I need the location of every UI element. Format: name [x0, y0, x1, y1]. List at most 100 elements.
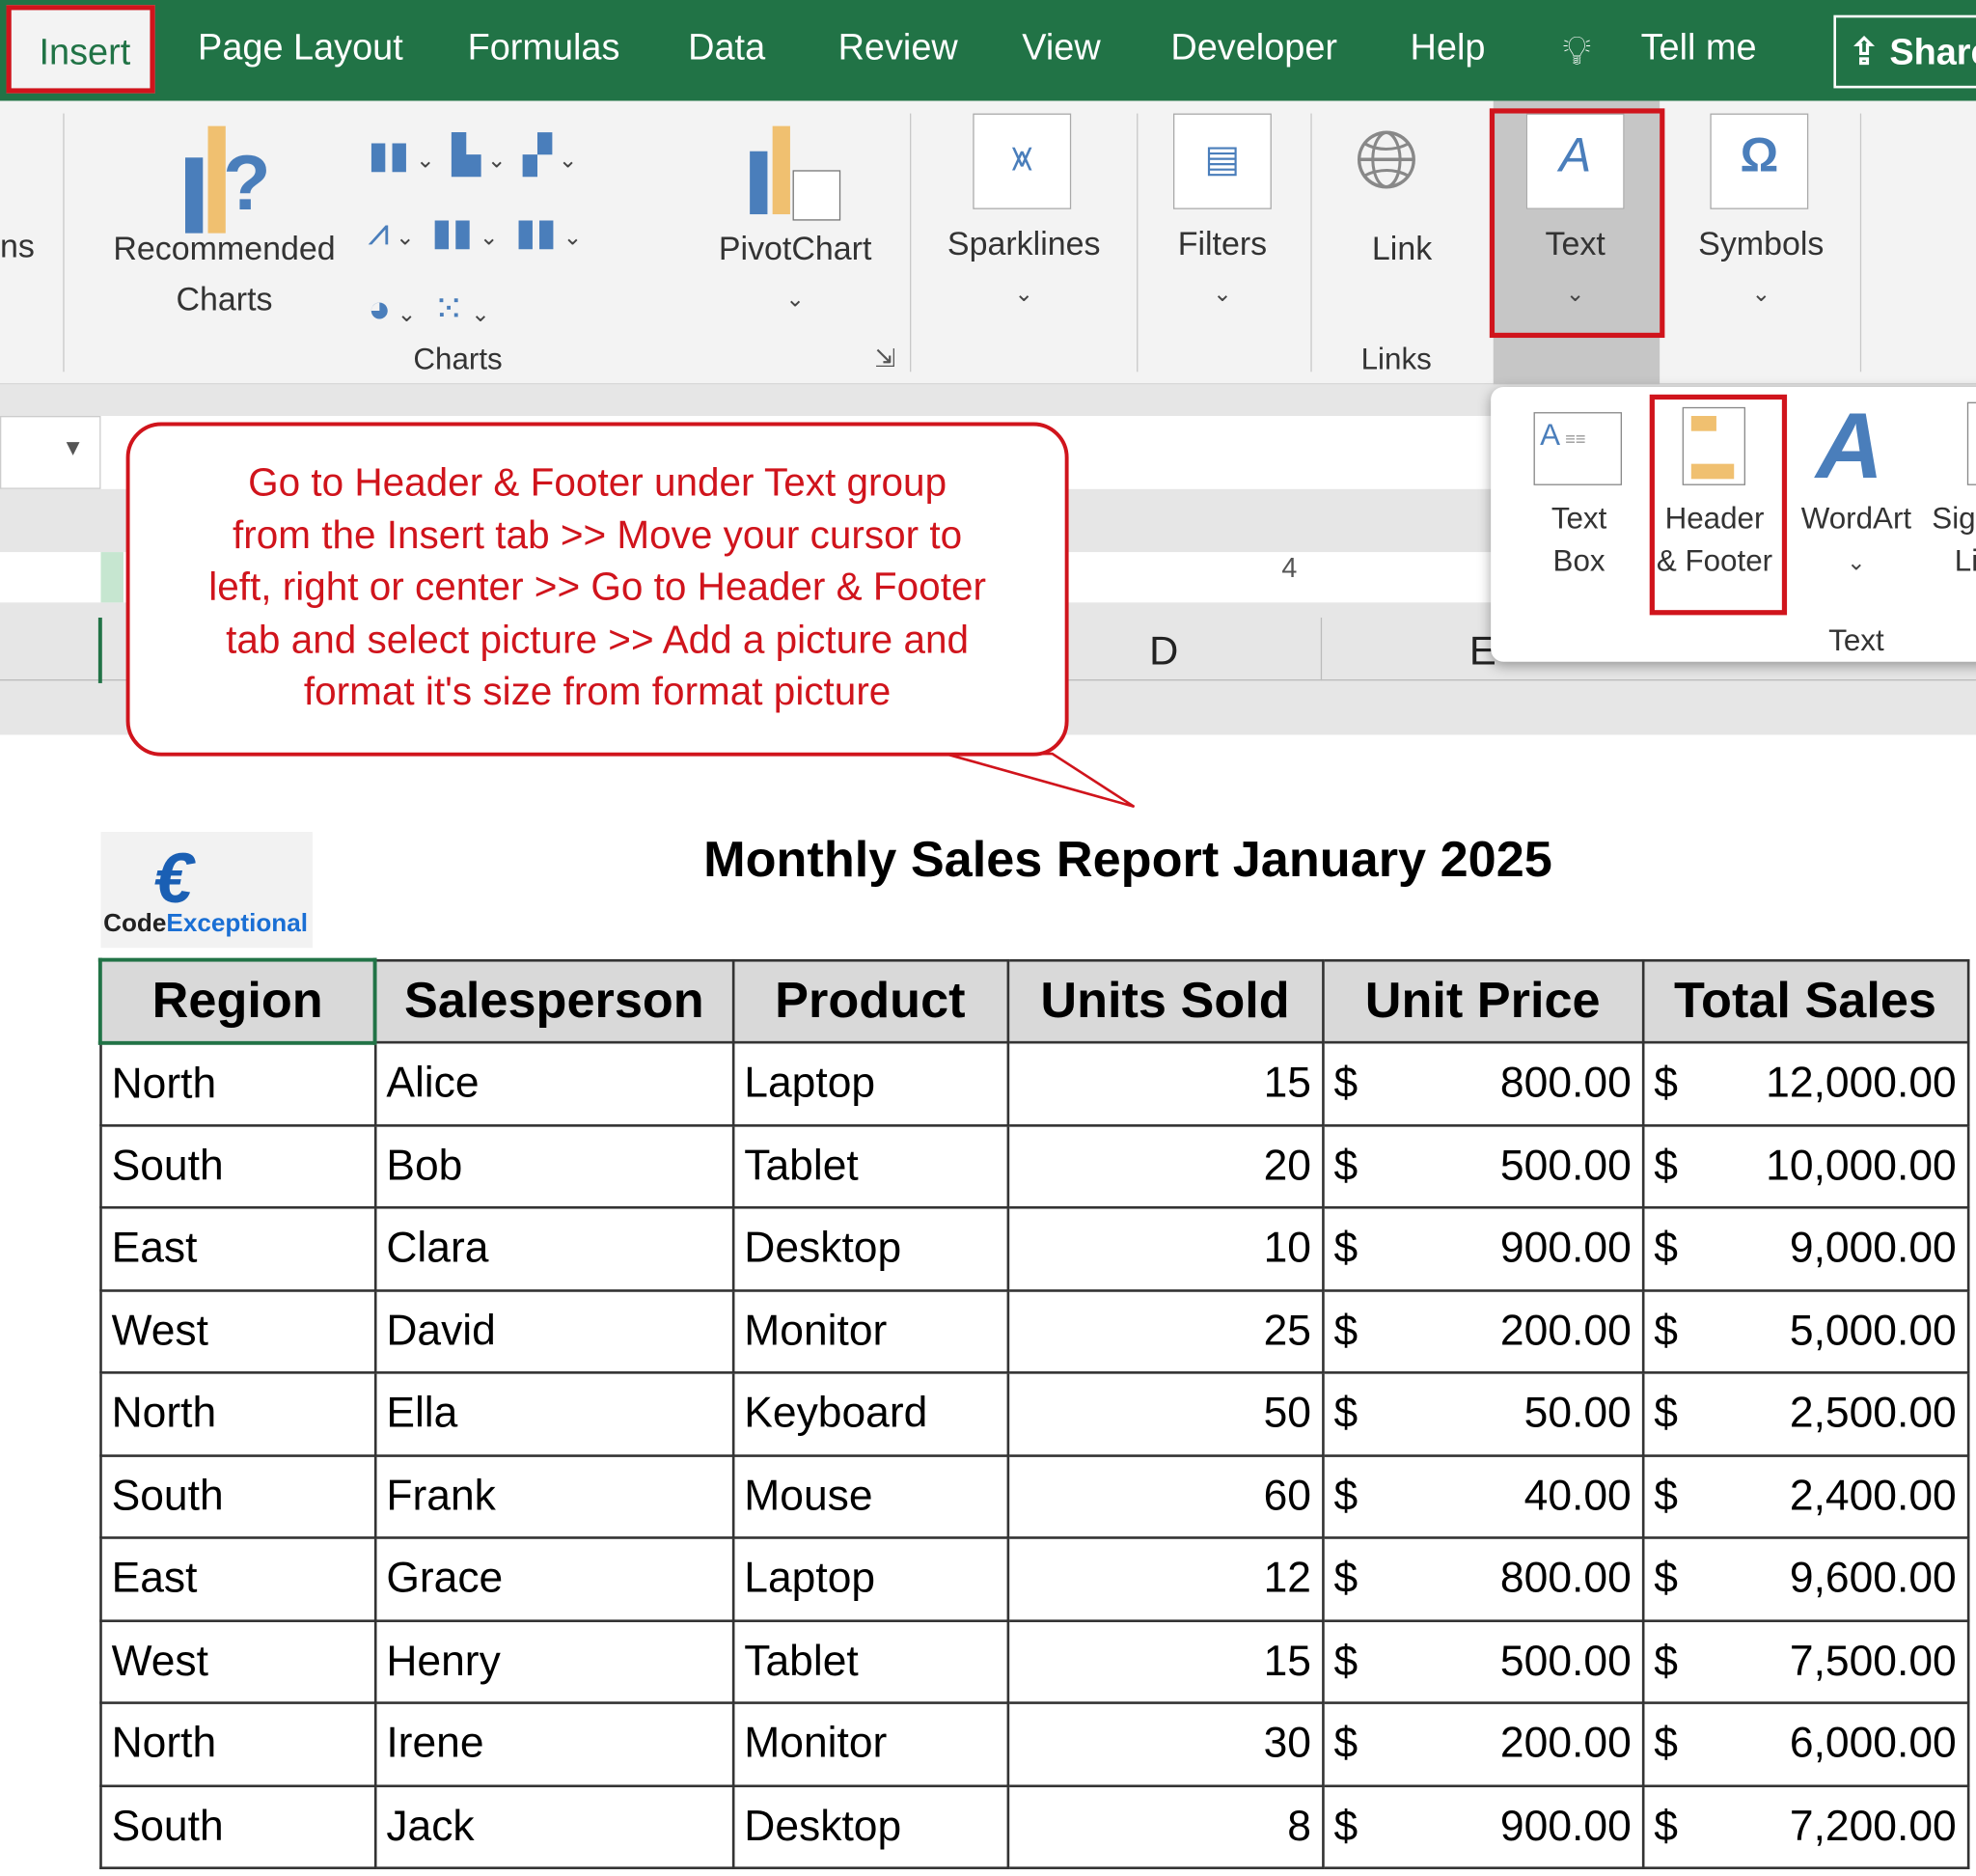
table-cell[interactable]: $7,500.00 — [1641, 1618, 1969, 1704]
table-cell[interactable]: $500.00 — [1321, 1123, 1644, 1209]
table-cell[interactable]: Monitor — [731, 1288, 1009, 1374]
tab-formulas[interactable]: Formulas — [467, 27, 620, 69]
table-cell[interactable]: $200.00 — [1321, 1288, 1644, 1374]
table-cell[interactable]: $10,000.00 — [1641, 1123, 1969, 1209]
tab-review[interactable]: Review — [837, 27, 958, 69]
table-cell[interactable]: David — [373, 1288, 734, 1374]
chart-type-buttons[interactable]: ▮▮ ⌄ ▙ ⌄ ▞ ⌄ ⩘ ⌄ ▮▮ ⌄ ▮▮ ⌄ ◕ ⌄ ⁙ ⌄ — [368, 134, 583, 331]
table-cell[interactable]: 50 — [1005, 1371, 1325, 1457]
table-cell[interactable]: Ella — [373, 1371, 734, 1457]
table-cell[interactable]: $800.00 — [1321, 1040, 1644, 1127]
table-cell[interactable]: Henry — [373, 1618, 734, 1704]
table-cell[interactable]: $200.00 — [1321, 1701, 1644, 1787]
table-cell[interactable]: 20 — [1005, 1123, 1325, 1209]
table-cell[interactable]: Bob — [373, 1123, 734, 1209]
table-cell[interactable]: Desktop — [731, 1205, 1009, 1292]
signature-line-button[interactable]: Sig Li — [1932, 501, 1976, 579]
table-cell[interactable]: Tablet — [731, 1618, 1009, 1704]
table-cell[interactable]: Desktop — [731, 1783, 1009, 1869]
table-cell[interactable]: North — [98, 1040, 376, 1127]
table-cell[interactable]: Jack — [373, 1783, 734, 1869]
header-footer-button[interactable]: Header & Footer — [1656, 501, 1773, 579]
table-cell[interactable]: $800.00 — [1321, 1536, 1644, 1622]
share-button[interactable]: ⇪ Share — [1833, 14, 1976, 89]
dropdown-arrow-icon[interactable]: ▼ — [61, 434, 85, 460]
recommended-charts-button[interactable]: Recommended Charts — [113, 229, 336, 318]
recommended-charts-icon: ? — [182, 125, 273, 234]
table-cell[interactable]: 10 — [1005, 1205, 1325, 1292]
table-cell[interactable]: 60 — [1005, 1453, 1325, 1539]
table-cell[interactable]: Irene — [373, 1701, 734, 1787]
table-cell[interactable]: East — [98, 1536, 376, 1622]
tab-data[interactable]: Data — [688, 27, 766, 69]
table-cell[interactable]: 30 — [1005, 1701, 1325, 1787]
table-cell[interactable]: West — [98, 1288, 376, 1374]
table-cell[interactable]: Alice — [373, 1040, 734, 1127]
tab-developer[interactable]: Developer — [1170, 27, 1338, 69]
table-cell[interactable]: Frank — [373, 1453, 734, 1539]
table-cell[interactable]: $500.00 — [1321, 1618, 1644, 1704]
table-cell[interactable]: $40.00 — [1321, 1453, 1644, 1539]
dialog-launcher-icon[interactable]: ⇲ — [874, 345, 896, 373]
sparklines-button[interactable]: Sparklines ⌄ — [947, 224, 1101, 307]
table-cell[interactable]: $900.00 — [1321, 1783, 1644, 1869]
table-cell[interactable]: Laptop — [731, 1040, 1009, 1127]
table-cell[interactable]: Laptop — [731, 1536, 1009, 1622]
table-cell[interactable]: 8 — [1005, 1783, 1325, 1869]
name-box[interactable]: ▼ — [0, 416, 101, 489]
tab-view[interactable]: View — [1022, 27, 1101, 69]
filters-button[interactable]: Filters ⌄ — [1177, 224, 1268, 307]
wordart-button[interactable]: WordArt ⌄ — [1800, 501, 1912, 575]
tab-page-layout[interactable]: Page Layout — [198, 27, 403, 69]
symbols-button[interactable]: Symbols ⌄ — [1698, 224, 1825, 307]
table-cell[interactable]: 12 — [1005, 1536, 1325, 1622]
table-cell[interactable]: $2,400.00 — [1641, 1453, 1969, 1539]
column-header[interactable]: Unit Price — [1321, 958, 1644, 1044]
table-cell[interactable]: $12,000.00 — [1641, 1040, 1969, 1127]
text-button[interactable]: Text ⌄ — [1545, 224, 1606, 307]
table-cell[interactable]: Monitor — [731, 1701, 1009, 1787]
table-cell[interactable]: $6,000.00 — [1641, 1701, 1969, 1787]
cell-value: 9,600.00 — [1789, 1554, 1957, 1603]
column-header[interactable]: Product — [731, 958, 1009, 1044]
table-cell[interactable]: $7,200.00 — [1641, 1783, 1969, 1869]
globe-link-icon: 🌐︎ — [1355, 114, 1419, 206]
table-cell[interactable]: South — [98, 1453, 376, 1539]
table-cell[interactable]: Clara — [373, 1205, 734, 1292]
table-cell[interactable]: $9,000.00 — [1641, 1205, 1969, 1292]
column-header[interactable]: Region — [97, 957, 377, 1045]
link-button[interactable]: Link — [1371, 229, 1433, 267]
table-cell[interactable]: North — [98, 1371, 376, 1457]
text-box-button[interactable]: Text Box — [1551, 501, 1607, 579]
table-cell[interactable]: South — [98, 1783, 376, 1869]
table-cell[interactable]: 25 — [1005, 1288, 1325, 1374]
group-label-links: Links — [1360, 343, 1432, 377]
table-cell[interactable]: Grace — [373, 1536, 734, 1622]
column-header[interactable]: Total Sales — [1641, 958, 1969, 1044]
column-header[interactable]: Units Sold — [1005, 958, 1325, 1044]
table-cell[interactable]: 15 — [1005, 1618, 1325, 1704]
table-cell[interactable]: $5,000.00 — [1641, 1288, 1969, 1374]
column-header[interactable]: Salesperson — [373, 958, 734, 1044]
table-cell[interactable]: $50.00 — [1321, 1371, 1644, 1457]
tab-insert[interactable]: Insert — [6, 5, 155, 94]
table-cell[interactable]: $2,500.00 — [1641, 1371, 1969, 1457]
table-row: South Jack Desktop 8 $900.00 $7,200.00 — [98, 1783, 1969, 1869]
table-cell[interactable]: 15 — [1005, 1040, 1325, 1127]
table-cell[interactable]: South — [98, 1123, 376, 1209]
table-cell[interactable]: Mouse — [731, 1453, 1009, 1539]
column-header-d[interactable]: D — [1149, 627, 1179, 674]
tell-me-search[interactable]: Tell me — [1640, 27, 1757, 69]
pivotchart-button[interactable]: PivotChart ⌄ — [718, 229, 872, 312]
table-cell[interactable]: Keyboard — [731, 1371, 1009, 1457]
table-cell[interactable]: North — [98, 1701, 376, 1787]
table-cell[interactable]: $9,600.00 — [1641, 1536, 1969, 1622]
table-cell[interactable]: $900.00 — [1321, 1205, 1644, 1292]
currency-symbol: $ — [1333, 1307, 1358, 1355]
table-cell[interactable]: West — [98, 1618, 376, 1704]
instruction-callout: Go to Header & Footer under Text group fr… — [125, 422, 1069, 757]
table-cell[interactable]: Tablet — [731, 1123, 1009, 1209]
table-cell[interactable]: East — [98, 1205, 376, 1292]
tab-help[interactable]: Help — [1410, 27, 1486, 69]
ribbon-tab-bar: Insert Page Layout Formulas Data Review … — [0, 0, 1976, 101]
